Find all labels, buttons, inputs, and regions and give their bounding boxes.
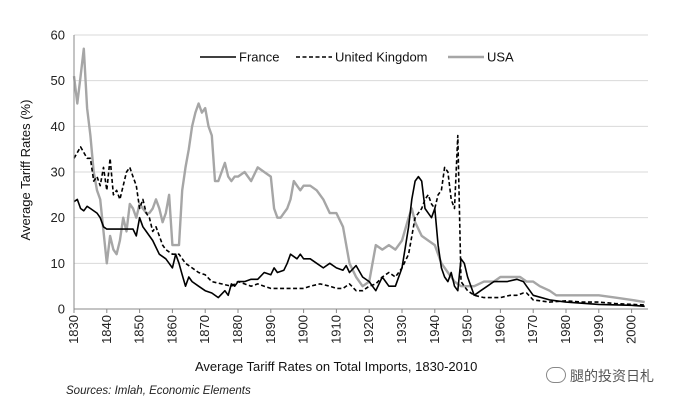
legend-label-united-kingdom: United Kingdom — [335, 50, 428, 65]
y-tick-label-40: 40 — [51, 119, 65, 134]
y-tick-label-10: 10 — [51, 256, 65, 271]
y-tick-label-20: 20 — [51, 210, 65, 225]
y-tick-labels: 0 10 20 30 40 50 60 — [51, 28, 65, 317]
x-tick-label-1890: 1890 — [263, 315, 278, 344]
x-tick-label-1970: 1970 — [525, 315, 540, 344]
x-tick-label-1830: 1830 — [66, 315, 81, 344]
series-line-united-kingdom — [73, 134, 645, 306]
watermark: 腿的投资日札 — [546, 366, 654, 386]
y-tick-label-30: 30 — [51, 165, 65, 180]
series-layer — [72, 47, 645, 308]
x-tick-label-1980: 1980 — [558, 315, 573, 344]
axes — [73, 35, 648, 313]
x-tick-labels: 1830 1840 1850 1860 1870 1880 1890 1900 1910 1920… — [66, 315, 639, 344]
x-tick-label-1930: 1930 — [394, 315, 409, 344]
x-tick-label-1900: 1900 — [296, 315, 311, 344]
x-tick-label-1920: 1920 — [361, 315, 376, 344]
x-tick-label-1870: 1870 — [197, 315, 212, 344]
watermark-text: 腿的投资日札 — [570, 369, 654, 385]
x-tick-label-1860: 1860 — [164, 315, 179, 344]
chart-caption: Average Tariff Rates on Total Imports, 1… — [195, 359, 478, 374]
x-tick-label-1880: 1880 — [230, 315, 245, 344]
y-axis-title: Average Tariff Rates (%) — [18, 100, 33, 241]
x-tick-label-1990: 1990 — [591, 315, 606, 344]
legend-label-france: France — [239, 50, 279, 65]
series-line-france — [73, 175, 645, 308]
y-tick-label-50: 50 — [51, 73, 65, 88]
x-tick-label-2000: 2000 — [624, 315, 639, 344]
x-tick-label-1840: 1840 — [99, 315, 114, 344]
x-tick-label-1960: 1960 — [492, 315, 507, 344]
x-tick-label-1850: 1850 — [132, 315, 147, 344]
y-tick-label-60: 60 — [51, 28, 65, 43]
series-line-usa — [72, 47, 645, 304]
x-tick-label-1910: 1910 — [328, 315, 343, 344]
wechat-icon — [546, 367, 566, 383]
gridlines — [74, 34, 648, 264]
x-tick-label-1950: 1950 — [460, 315, 475, 344]
legend: France United Kingdom USA — [200, 50, 514, 65]
legend-label-usa: USA — [487, 50, 514, 65]
source-note: Sources: Imlah, Economic Elements — [66, 385, 251, 397]
x-tick-label-1940: 1940 — [427, 315, 442, 344]
y-tick-label-0: 0 — [58, 302, 65, 317]
